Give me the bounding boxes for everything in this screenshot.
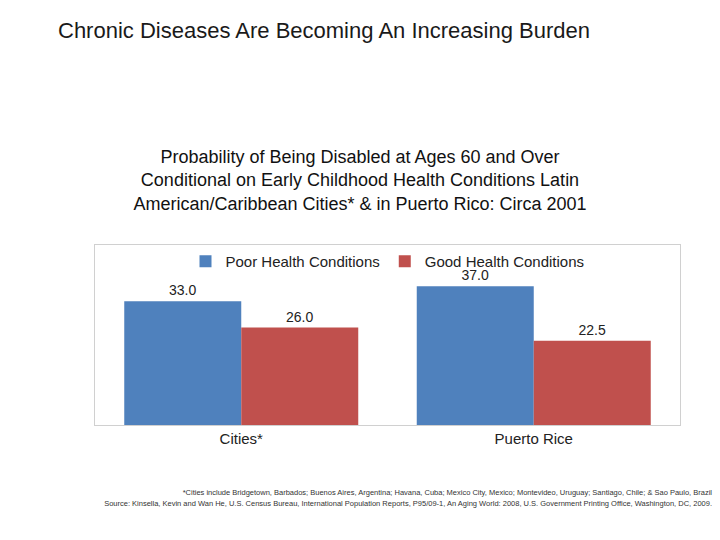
svg-text:22.5: 22.5: [579, 322, 606, 338]
svg-text:37.0: 37.0: [461, 267, 489, 284]
svg-text:Probability of Being Disabled: Probability of Being Disabled at Ages 60…: [133, 147, 586, 214]
svg-text:26.0: 26.0: [286, 309, 313, 325]
html-text:*Cities include Bridgetown, Ba: *Cities include Bridgetown, Barbados; Bu…: [182, 488, 712, 497]
html-text:Source: Kinsella, Kevin and Wa: Source: Kinsella, Kevin and Wan He, U.S.…: [104, 498, 712, 508]
html-text:Chronic Diseases Are Becoming: Chronic Diseases Are Becoming An Increas…: [58, 18, 590, 43]
svg-text:Cities*: Cities*: [220, 430, 264, 447]
svg-text:Puerto Rice: Puerto Rice: [495, 430, 573, 447]
svg-text:33.0: 33.0: [169, 282, 196, 298]
svg-text:Poor Health Conditions: Poor Health Conditions: [226, 253, 380, 270]
svg-text:Good Health Conditions: Good Health Conditions: [425, 253, 584, 270]
